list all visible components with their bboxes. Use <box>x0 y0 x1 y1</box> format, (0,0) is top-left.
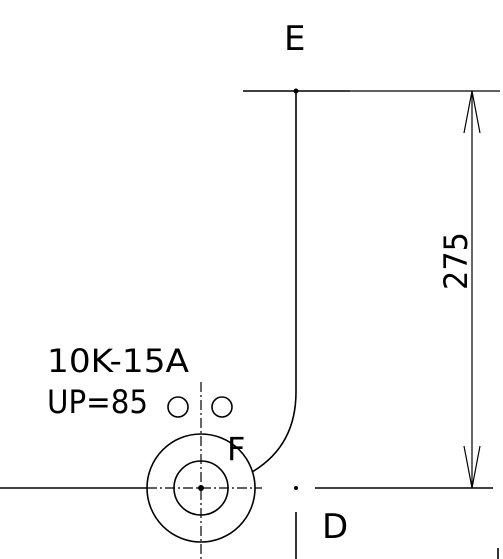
elevation-spec-label: UP=85 <box>47 383 148 421</box>
flange-spec-label: 10K-15A <box>47 342 189 380</box>
dimension-arrow-bottom <box>463 445 481 489</box>
bolt-hole-left <box>167 396 189 418</box>
node-d-dot <box>294 486 298 490</box>
label-e: E <box>284 19 305 59</box>
label-f: F <box>227 430 245 468</box>
dimension-value: 275 <box>437 232 475 290</box>
dimension-arrow-top <box>463 90 481 134</box>
bolt-hole-right <box>211 396 233 418</box>
label-d: D <box>322 507 348 547</box>
pipe-e-to-f <box>251 91 297 473</box>
